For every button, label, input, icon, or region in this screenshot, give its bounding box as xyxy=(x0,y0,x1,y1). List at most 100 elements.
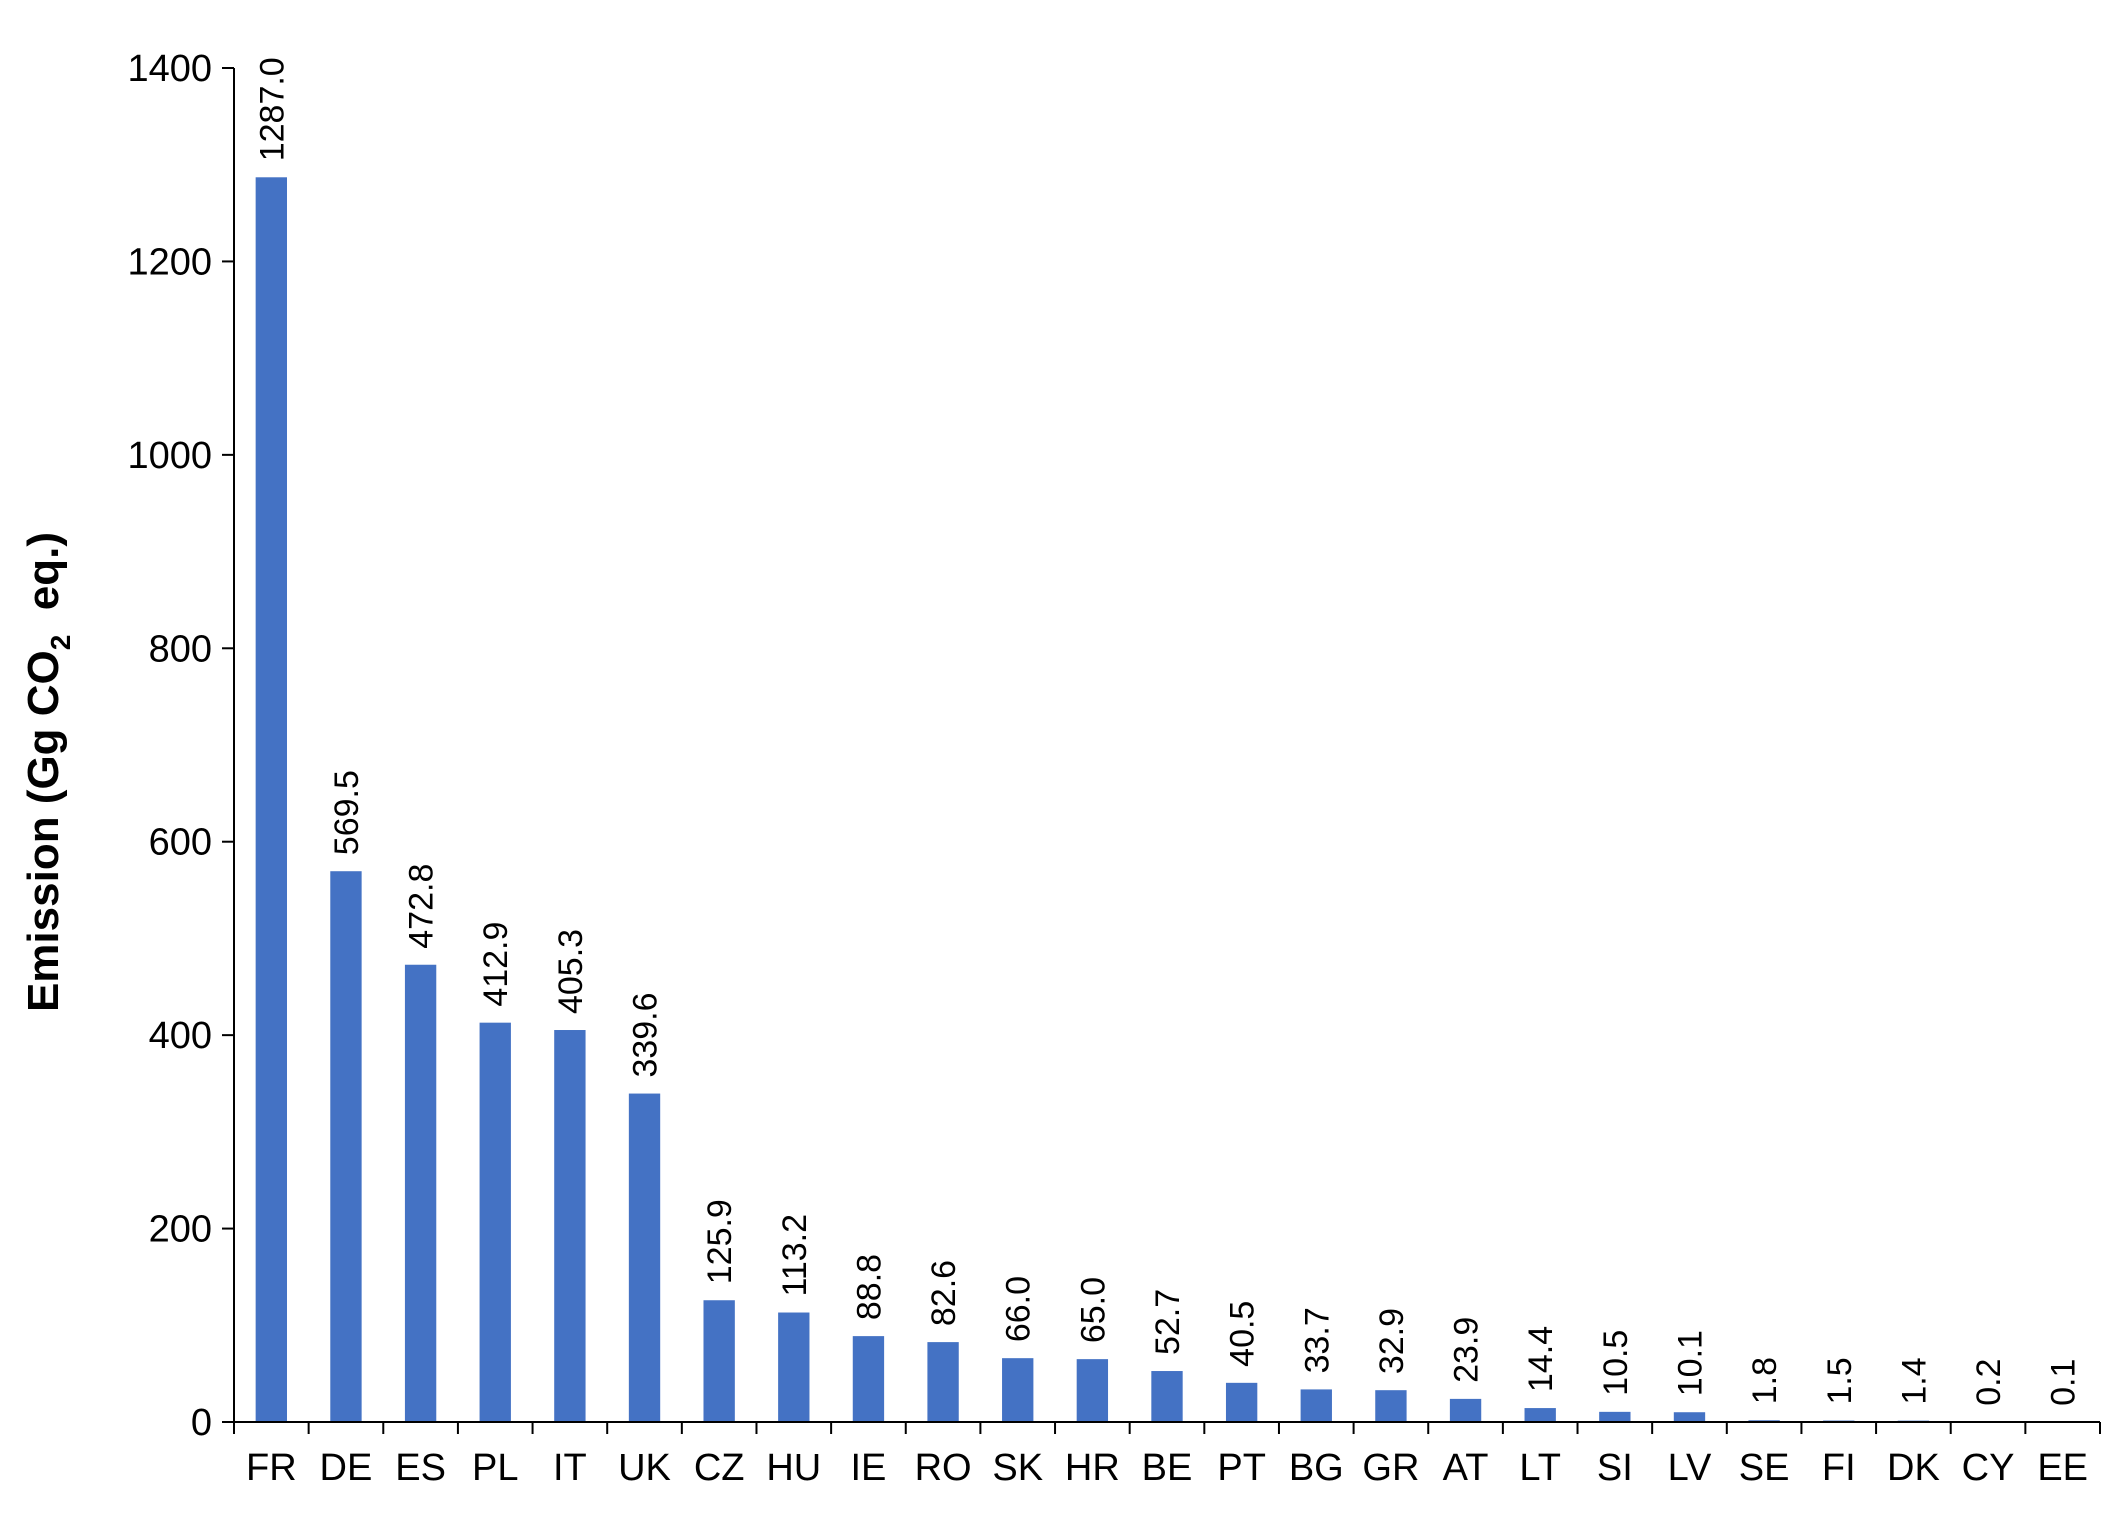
data-label-lt: 14.4 xyxy=(1522,1326,1560,1392)
data-label-group-pt: 40.5 xyxy=(1224,1301,1262,1367)
data-label-group-fr: 1287.0 xyxy=(253,57,291,161)
x-tick-label-uk: UK xyxy=(618,1447,671,1489)
x-tick-label-lt: LT xyxy=(1519,1447,1561,1489)
data-label-group-sk: 66.0 xyxy=(1000,1276,1038,1342)
data-label-gr: 32.9 xyxy=(1373,1308,1411,1374)
x-tick-label-ro: RO xyxy=(915,1447,972,1489)
data-label-dk: 1.4 xyxy=(1895,1357,1933,1404)
y-axis-title-suffix: eq.) xyxy=(19,532,68,635)
data-label-group-ro: 82.6 xyxy=(925,1260,963,1326)
bar-cz xyxy=(703,1300,735,1422)
x-tick-label-fi: FI xyxy=(1822,1447,1856,1489)
y-axis-title-prefix: Emission (Gg CO xyxy=(19,650,68,1012)
y-tick-label: 400 xyxy=(149,1015,212,1057)
y-axis-title-subscript: 2 xyxy=(45,635,76,651)
bar-si xyxy=(1599,1411,1631,1422)
bar-ie xyxy=(852,1336,885,1422)
bar-pt xyxy=(1225,1382,1258,1422)
bar-bg xyxy=(1300,1389,1332,1422)
x-tick-label-dk: DK xyxy=(1887,1447,1940,1489)
bar-hr xyxy=(1076,1359,1109,1422)
x-tick-label-gr: GR xyxy=(1362,1447,1419,1489)
x-tick-label-de: DE xyxy=(320,1447,373,1489)
data-label-group-ee: 0.1 xyxy=(2045,1359,2083,1406)
x-tick-label-cy: CY xyxy=(1962,1447,2015,1489)
data-label-at: 23.9 xyxy=(1448,1317,1486,1383)
y-tick-label: 0 xyxy=(191,1402,212,1444)
data-label-group-at: 23.9 xyxy=(1448,1317,1486,1383)
data-label-de: 569.5 xyxy=(328,770,366,855)
x-tick-label-pl: PL xyxy=(472,1447,518,1489)
bar-be xyxy=(1151,1371,1183,1422)
x-axis-ticks: FR DE ES PL IT UK CZ HU IE RO SK HR BE PT BG GR AT LT SI LV… xyxy=(233,1422,2101,1489)
data-label-ro: 82.6 xyxy=(925,1260,963,1326)
data-label-sk: 66.0 xyxy=(1000,1276,1038,1342)
x-tick-label-hu: HU xyxy=(766,1447,821,1489)
x-tick-label-hr: HR xyxy=(1065,1447,1120,1489)
data-label-cy: 0.2 xyxy=(1970,1359,2008,1406)
x-tick-label-se: SE xyxy=(1739,1447,1790,1489)
x-tick-label-pt: PT xyxy=(1217,1447,1266,1489)
bar-ro xyxy=(927,1342,959,1422)
data-label-group-it: 405.3 xyxy=(552,929,590,1014)
data-label-es: 472.8 xyxy=(403,864,441,949)
x-tick-label-cz: CZ xyxy=(694,1447,745,1489)
data-label-fi: 1.5 xyxy=(1821,1357,1859,1404)
x-tick-label-lv: LV xyxy=(1668,1447,1712,1489)
bar-de xyxy=(330,871,362,1422)
data-label-group-uk: 339.6 xyxy=(627,992,665,1077)
data-label-be: 52.7 xyxy=(1149,1289,1187,1355)
bar-es xyxy=(404,964,437,1422)
data-label-si: 10.5 xyxy=(1597,1330,1635,1396)
bar-it xyxy=(554,1030,586,1422)
data-label-fr: 1287.0 xyxy=(253,57,291,161)
data-label-pl: 412.9 xyxy=(477,922,515,1007)
data-label-ie: 88.8 xyxy=(850,1254,888,1320)
x-tick-label-es: ES xyxy=(395,1447,446,1489)
data-label-group-se: 1.8 xyxy=(1746,1357,1784,1404)
data-label-group-pl: 412.9 xyxy=(477,922,515,1007)
data-label-group-hu: 113.2 xyxy=(776,1214,814,1297)
bar-lv xyxy=(1673,1412,1706,1422)
data-label-group-lt: 14.4 xyxy=(1522,1326,1560,1392)
x-tick-label-it: IT xyxy=(553,1447,587,1489)
data-label-group-de: 569.5 xyxy=(328,770,366,855)
bar-pl xyxy=(479,1022,511,1422)
data-label-group-lv: 10.1 xyxy=(1671,1330,1709,1396)
data-label-pt: 40.5 xyxy=(1224,1301,1262,1367)
bar-sk xyxy=(1002,1358,1034,1422)
data-label-hr: 65.0 xyxy=(1074,1277,1112,1343)
y-tick-label: 1400 xyxy=(127,48,212,90)
data-label-lv: 10.1 xyxy=(1671,1330,1709,1396)
data-label-ee: 0.1 xyxy=(2045,1359,2083,1406)
bar-at xyxy=(1449,1398,1482,1422)
data-label-group-cy: 0.2 xyxy=(1970,1359,2008,1406)
data-label-group-be: 52.7 xyxy=(1149,1289,1187,1355)
bar-fr xyxy=(255,177,287,1423)
data-label-group-bg: 33.7 xyxy=(1298,1307,1336,1373)
x-tick-label-at: AT xyxy=(1443,1447,1489,1489)
x-tick-label-si: SI xyxy=(1597,1447,1633,1489)
data-label-bg: 33.7 xyxy=(1298,1307,1336,1373)
data-label-group-si: 10.5 xyxy=(1597,1330,1635,1396)
bar-gr xyxy=(1375,1390,1407,1422)
data-label-group-fi: 1.5 xyxy=(1821,1357,1859,1404)
y-tick-label: 800 xyxy=(149,628,212,670)
data-label-group-dk: 1.4 xyxy=(1895,1357,1933,1404)
x-tick-label-sk: SK xyxy=(992,1447,1043,1489)
bar-series xyxy=(255,177,2079,1423)
y-axis-title: Emission (Gg CO2 eq.) xyxy=(19,532,76,1012)
y-axis-title-text: Emission (Gg CO2 eq.) xyxy=(19,532,76,1012)
bar-hu xyxy=(778,1312,810,1422)
data-label-group-ie: 88.8 xyxy=(850,1254,888,1320)
y-tick-label: 600 xyxy=(149,822,212,864)
data-label-hu: 113.2 xyxy=(776,1214,814,1297)
data-label-it: 405.3 xyxy=(552,929,590,1014)
data-label-group-cz: 125.9 xyxy=(701,1199,739,1284)
y-tick-label: 200 xyxy=(149,1209,212,1251)
data-label-group-es: 472.8 xyxy=(403,864,441,949)
x-tick-label-ie: IE xyxy=(850,1447,886,1489)
data-label-uk: 339.6 xyxy=(627,992,665,1077)
